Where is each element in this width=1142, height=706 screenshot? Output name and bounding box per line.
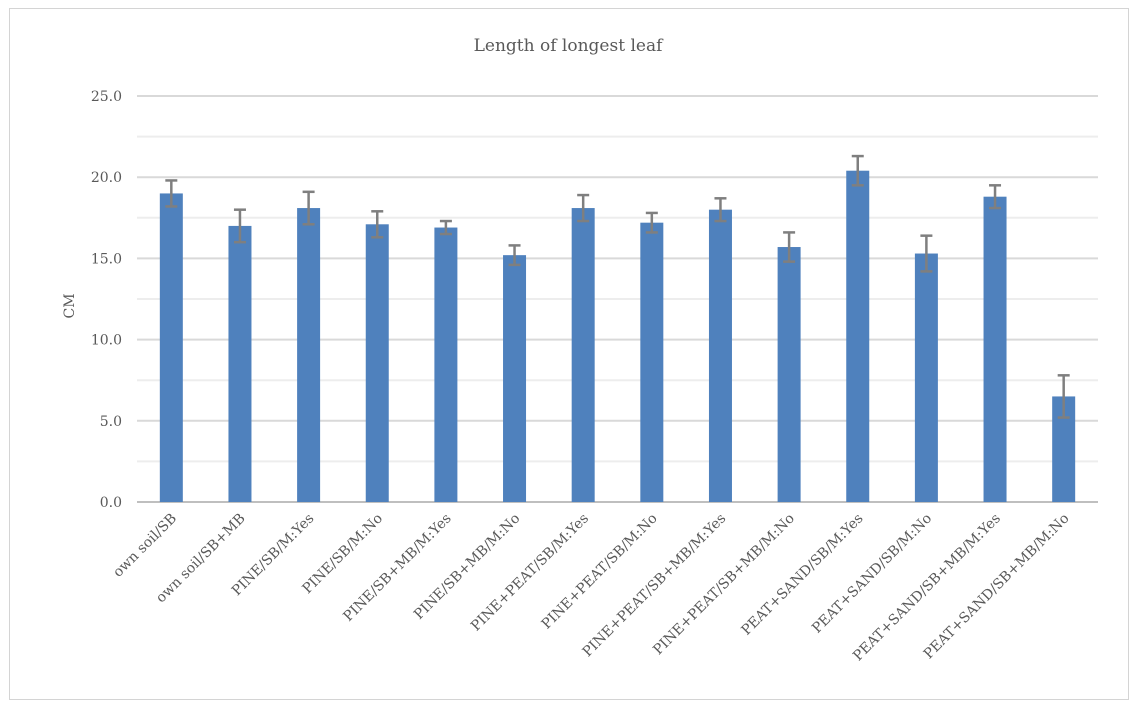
x-category-label: own soil/SB [110,511,180,581]
bar-chart: Length of longest leaf CM 0.0 5.0 10.0 15.0… [62,36,1098,665]
bar [914,253,938,502]
error-bar [645,211,658,234]
error-bar [577,193,590,223]
bar [846,170,870,503]
bar [297,208,321,502]
bar [708,209,732,502]
y-axis-ticks: 0.0 5.0 10.0 15.0 20.0 25.0 [91,89,122,511]
y-tick-label: 25.0 [91,89,122,105]
y-tick-label: 0.0 [100,495,122,511]
bar [640,222,664,502]
error-bar [302,190,315,226]
x-category-label: PINE+PEAT/SB+MB/M:Yes [580,511,730,661]
error-bar [371,210,384,239]
x-category-label: PEAT+SAND/SB+MB/M:Yes [850,511,1004,665]
error-bar [439,219,452,236]
x-category-label: PINE+PEAT/SB+MB/M:No [650,511,798,659]
y-tick-label: 5.0 [100,414,122,430]
error-bar [508,244,521,267]
error-bar [851,154,864,187]
chart-title: Length of longest leaf [474,36,664,56]
error-bars [165,154,1070,419]
bar [159,193,183,502]
error-bar [920,234,933,273]
error-bar [1057,374,1070,419]
bar [983,196,1007,503]
bar [503,255,527,502]
x-category-label: PINE+PEAT/SB/M:Yes [468,511,592,635]
gridlines [137,95,1098,503]
bar [434,227,458,502]
x-category-label: PINE+PEAT/SB/M:No [539,511,661,633]
error-bar [165,179,178,208]
bar [365,224,389,502]
bar [777,247,801,502]
y-tick-label: 20.0 [91,170,122,186]
x-category-label: PEAT+SAND/SB/M:No [809,511,935,637]
y-axis-label: CM [62,293,78,318]
y-tick-label: 10.0 [91,333,122,349]
y-tick-label: 15.0 [91,251,122,267]
x-category-label: PEAT+SAND/SB+MB/M:No [921,511,1073,663]
bar [1052,396,1076,502]
error-bar [714,197,727,223]
bar [571,208,595,502]
error-bar [233,208,246,244]
bar [228,225,252,503]
x-category-label: PEAT+SAND/SB/M:Yes [739,511,867,639]
bars [159,170,1076,503]
chart-frame: Length of longest leaf CM 0.0 5.0 10.0 15.0… [9,8,1129,700]
error-bar [783,231,796,263]
error-bar [989,184,1002,210]
